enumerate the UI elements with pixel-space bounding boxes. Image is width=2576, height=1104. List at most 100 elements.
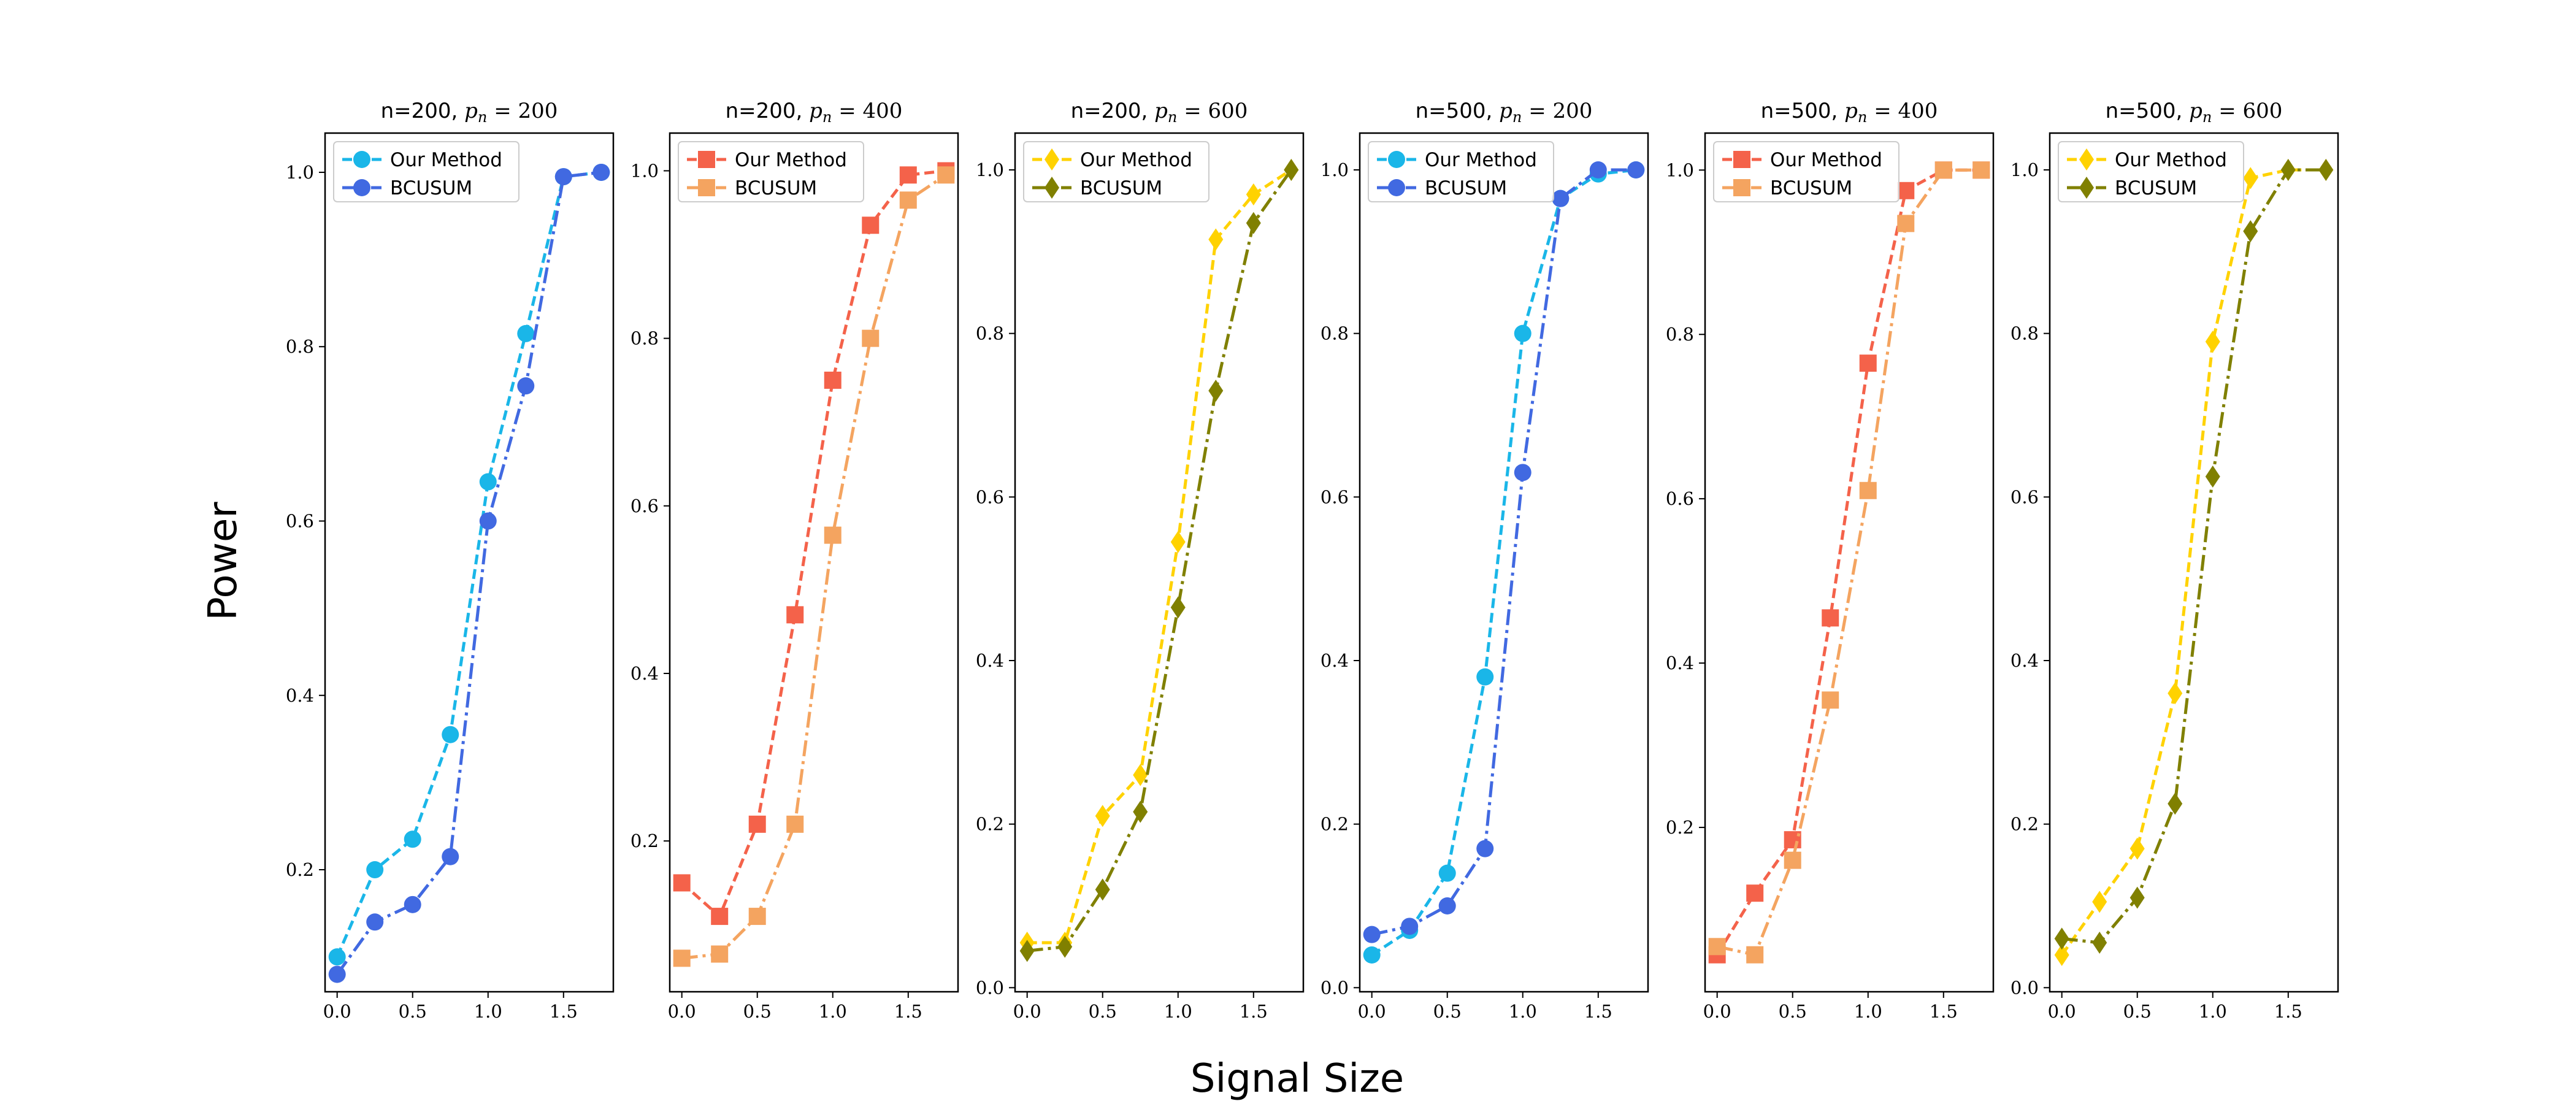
legend: Our Method BCUSUM (1713, 141, 1899, 202)
legend-marker (1733, 179, 1750, 196)
legend-marker (1388, 151, 1405, 168)
y-tick-label: 1.0 (1666, 159, 1694, 180)
panel-title-prefix: n=500, (2106, 99, 2190, 123)
data-point (2280, 159, 2296, 181)
y-tick-label: 0.4 (2011, 650, 2039, 671)
data-point (748, 815, 766, 833)
data-point (2129, 837, 2145, 860)
y-tick-label: 0.2 (976, 814, 1004, 835)
y-tick-label: 0.0 (2011, 977, 2039, 998)
panel-title-prefix: n=200, (1071, 99, 1155, 123)
data-point (366, 913, 384, 931)
x-tick-label: 1.5 (894, 1001, 922, 1022)
data-point (592, 163, 610, 181)
data-point (442, 726, 459, 743)
y-tick-label: 1.0 (286, 162, 314, 183)
y-axis-label: Power (201, 502, 246, 621)
panel-3: n=200, pn = 600 0.0 0.5 1.0 1.5 0.0 0.2 0.4 0.6 0… (976, 99, 1305, 1022)
x-tick-label: 0.0 (668, 1001, 696, 1022)
legend: Our Method BCUSUM (333, 141, 519, 202)
panel-title: n=200, pn = 600 (1071, 99, 1248, 126)
panel-title-p: p (2189, 99, 2202, 123)
data-point (2205, 466, 2220, 488)
x-tick-label: 0.5 (399, 1001, 427, 1022)
x-tick-label: 0.5 (1779, 1001, 1807, 1022)
data-point (1170, 596, 1186, 619)
x-tick-label: 1.0 (819, 1001, 847, 1022)
data-point (1019, 940, 1035, 962)
legend-marker (698, 151, 715, 168)
data-point (2243, 167, 2258, 190)
data-point (711, 908, 729, 926)
data-point (2205, 331, 2220, 353)
data-point (1208, 228, 1224, 251)
y-tick-label: 0.0 (976, 977, 1004, 998)
data-point (673, 874, 691, 892)
panel-title-suffix: = 400 (1867, 99, 1938, 123)
data-point (1589, 161, 1607, 178)
y-tick-label: 0.8 (2011, 323, 2039, 344)
y-tick-label: 0.6 (1321, 486, 1349, 507)
panel-title-p: p (809, 99, 822, 123)
legend-label: Our Method (735, 149, 847, 171)
data-point (442, 848, 459, 865)
data-point (1822, 609, 1839, 627)
data-point (1363, 926, 1381, 943)
panel-title-subscript: n (2202, 109, 2212, 126)
y-tick-label: 0.8 (1321, 323, 1349, 344)
x-tick-label: 1.5 (1584, 1001, 1612, 1022)
panel-title-suffix: = 200 (487, 99, 558, 123)
y-tick-label: 0.2 (2011, 814, 2039, 835)
data-point (1784, 851, 1801, 869)
data-point (517, 324, 535, 342)
plot-frame (2049, 132, 2339, 993)
panel-2: n=200, pn = 400 0.0 0.5 1.0 1.5 0.2 0.4 0.6 0.8 1… (631, 99, 959, 1022)
legend-marker (2079, 148, 2094, 171)
data-point (2168, 682, 2183, 705)
data-point (899, 191, 917, 209)
series-line-1 (1371, 168, 1636, 957)
data-point (1746, 946, 1764, 964)
data-point (899, 166, 917, 184)
y-tick-label: 0.8 (976, 323, 1004, 344)
panel-title-subscript: n (1168, 109, 1177, 126)
panel-5: n=500, pn = 400 0.0 0.5 1.0 1.5 0.2 0.4 0.6 0.8 1… (1666, 99, 1995, 1022)
panel-title-prefix: n=500, (1761, 99, 1845, 123)
panel-title-subscript: n (1512, 109, 1522, 126)
plot-frame (1014, 132, 1305, 993)
y-tick-label: 0.6 (1666, 488, 1694, 509)
data-point (1972, 161, 1990, 179)
x-axis-label: Signal Size (1190, 1056, 1404, 1102)
x-tick-label: 1.0 (474, 1001, 502, 1022)
legend-marker (1388, 179, 1405, 196)
panel-title: n=500, pn = 600 (2106, 99, 2283, 126)
panel-6: n=500, pn = 600 0.0 0.5 1.0 1.5 0.0 0.2 0.4 0.6 0… (2011, 99, 2339, 1022)
data-point (1246, 212, 1261, 234)
panel-4: n=500, pn = 200 0.0 0.5 1.0 1.5 0.0 0.2 0.4 0.6 0… (1321, 99, 1649, 1022)
data-point (1708, 938, 1726, 956)
y-tick-label: 0.6 (631, 496, 659, 516)
data-point (2243, 220, 2258, 242)
data-point (1746, 884, 1764, 902)
y-tick-label: 0.4 (286, 685, 314, 706)
data-point (328, 965, 346, 983)
data-point (1363, 946, 1381, 964)
data-point (937, 166, 955, 184)
legend-label: BCUSUM (1770, 177, 1852, 199)
plot-frame (1704, 132, 1995, 993)
panel-title-prefix: n=200, (381, 99, 465, 123)
data-point (517, 377, 535, 395)
panel-1: n=200, pn = 200 0.0 0.5 1.0 1.5 0.2 0.4 0.6 0.8 1… (286, 99, 615, 1022)
plot-frame (669, 132, 959, 993)
data-point (1552, 190, 1570, 207)
y-tick-label: 0.0 (1321, 977, 1349, 998)
y-tick-label: 0.8 (286, 336, 314, 357)
panel-title: n=500, pn = 200 (1416, 99, 1593, 126)
x-tick-label: 1.5 (1930, 1001, 1958, 1022)
y-tick-label: 0.2 (1321, 814, 1349, 835)
y-tick-label: 0.4 (1321, 650, 1349, 671)
data-point (1897, 215, 1915, 232)
y-tick-label: 1.0 (1321, 159, 1349, 180)
data-point (1401, 918, 1419, 935)
